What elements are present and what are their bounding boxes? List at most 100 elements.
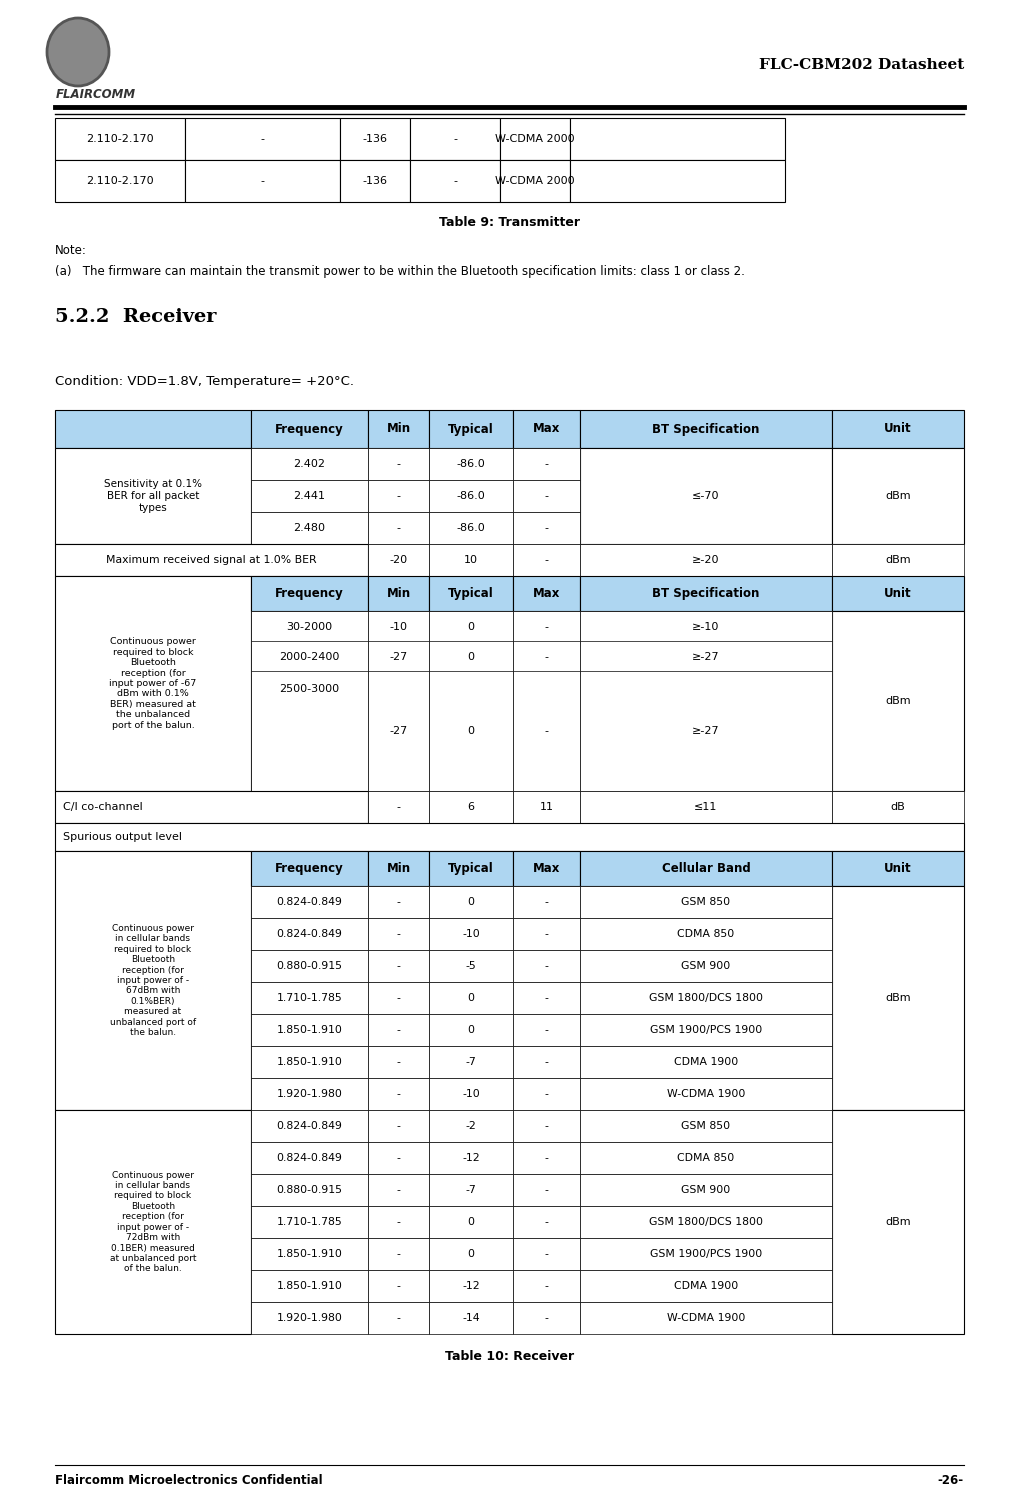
- Text: -: -: [544, 652, 548, 662]
- Bar: [251, 671, 368, 792]
- Text: ≤11: ≤11: [694, 802, 717, 813]
- Bar: [368, 611, 429, 643]
- Bar: [513, 1111, 580, 1142]
- Bar: [429, 1174, 513, 1206]
- Bar: [513, 918, 580, 950]
- Text: 0.824-0.849: 0.824-0.849: [276, 1153, 342, 1163]
- Text: -5: -5: [466, 962, 476, 971]
- Bar: [580, 1046, 832, 1078]
- Text: -7: -7: [466, 1184, 476, 1195]
- Bar: [580, 886, 832, 918]
- Text: -: -: [396, 1312, 400, 1323]
- Bar: [368, 1239, 429, 1270]
- Text: -86.0: -86.0: [457, 491, 485, 501]
- Text: -: -: [396, 993, 400, 1002]
- Text: -26-: -26-: [937, 1475, 964, 1487]
- Text: -14: -14: [463, 1312, 480, 1323]
- Bar: [513, 1142, 580, 1174]
- Bar: [429, 409, 513, 448]
- Bar: [429, 792, 513, 823]
- Text: 0: 0: [468, 622, 475, 632]
- Text: -: -: [544, 1153, 548, 1163]
- Bar: [251, 950, 368, 981]
- Bar: [429, 576, 513, 611]
- Text: -: -: [261, 176, 265, 187]
- Bar: [513, 543, 580, 576]
- Bar: [55, 823, 964, 850]
- Text: Max: Max: [533, 587, 560, 600]
- Text: -: -: [544, 1249, 548, 1260]
- Bar: [580, 1270, 832, 1302]
- Text: Continuous power
in cellular bands
required to block
Bluetooth
reception (for
in: Continuous power in cellular bands requi…: [110, 924, 196, 1037]
- Text: FLAIRCOMM: FLAIRCOMM: [56, 89, 137, 101]
- Text: Typical: Typical: [448, 862, 494, 874]
- Text: Typical: Typical: [448, 423, 494, 435]
- Text: 1.850-1.910: 1.850-1.910: [276, 1249, 342, 1260]
- Text: -: -: [544, 491, 548, 501]
- Bar: [429, 886, 513, 918]
- Bar: [429, 543, 513, 576]
- Text: -: -: [544, 1218, 548, 1227]
- Bar: [251, 1046, 368, 1078]
- Bar: [429, 1302, 513, 1333]
- Text: 1.920-1.980: 1.920-1.980: [276, 1090, 342, 1099]
- Bar: [513, 1014, 580, 1046]
- Text: CDMA 850: CDMA 850: [678, 1153, 735, 1163]
- Bar: [251, 576, 368, 611]
- Bar: [368, 886, 429, 918]
- Bar: [513, 1046, 580, 1078]
- Bar: [832, 886, 964, 1111]
- Text: -: -: [544, 1184, 548, 1195]
- Bar: [368, 409, 429, 448]
- Bar: [368, 671, 429, 792]
- Ellipse shape: [47, 18, 109, 86]
- Text: Min: Min: [386, 587, 411, 600]
- Bar: [513, 886, 580, 918]
- Bar: [832, 543, 964, 576]
- Bar: [429, 1206, 513, 1239]
- Text: Table 10: Receiver: Table 10: Receiver: [445, 1350, 574, 1362]
- Text: Flaircomm Microelectronics Confidential: Flaircomm Microelectronics Confidential: [55, 1475, 323, 1487]
- Bar: [580, 1078, 832, 1111]
- Text: -: -: [396, 524, 400, 533]
- Text: Unit: Unit: [884, 423, 912, 435]
- Bar: [513, 1270, 580, 1302]
- Text: -27: -27: [389, 725, 408, 736]
- Text: W-CDMA 1900: W-CDMA 1900: [666, 1090, 745, 1099]
- Bar: [513, 448, 580, 480]
- Bar: [251, 512, 368, 543]
- Text: -: -: [453, 176, 457, 187]
- Bar: [251, 641, 368, 673]
- Text: -: -: [544, 622, 548, 632]
- Bar: [251, 480, 368, 512]
- Bar: [429, 981, 513, 1014]
- Text: -: -: [396, 1153, 400, 1163]
- Bar: [251, 1206, 368, 1239]
- Bar: [251, 1174, 368, 1206]
- Text: -: -: [396, 1281, 400, 1291]
- Text: -: -: [544, 459, 548, 470]
- Text: 10: 10: [464, 555, 478, 564]
- Bar: [368, 1142, 429, 1174]
- Text: (a)   The firmware can maintain the transmit power to be within the Bluetooth sp: (a) The firmware can maintain the transm…: [55, 265, 745, 278]
- Bar: [368, 792, 429, 823]
- Text: -: -: [396, 459, 400, 470]
- Bar: [580, 641, 832, 673]
- Bar: [500, 117, 570, 160]
- Bar: [832, 792, 964, 823]
- Text: Note:: Note:: [55, 244, 87, 256]
- Bar: [580, 611, 832, 643]
- Text: -86.0: -86.0: [457, 459, 485, 470]
- Text: Sensitivity at 0.1%
BER for all packet
types: Sensitivity at 0.1% BER for all packet t…: [104, 480, 202, 513]
- Bar: [368, 543, 429, 576]
- Text: -2: -2: [466, 1121, 476, 1130]
- Text: Maximum received signal at 1.0% BER: Maximum received signal at 1.0% BER: [106, 555, 317, 564]
- Text: 0.880-0.915: 0.880-0.915: [276, 1184, 342, 1195]
- Text: CDMA 850: CDMA 850: [678, 929, 735, 939]
- Text: -: -: [261, 134, 265, 144]
- Bar: [429, 1142, 513, 1174]
- Text: -20: -20: [389, 555, 408, 564]
- Text: GSM 850: GSM 850: [682, 1121, 731, 1130]
- Bar: [55, 117, 185, 160]
- Text: Frequency: Frequency: [275, 587, 343, 600]
